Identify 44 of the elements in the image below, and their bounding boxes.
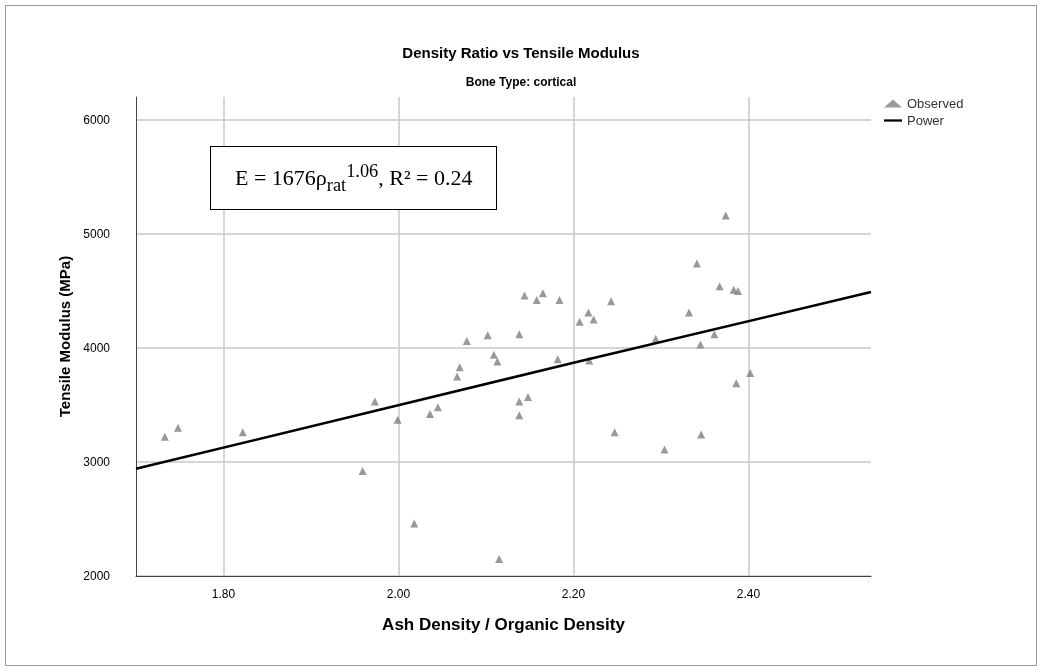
point [584,308,593,317]
y-tick-label: 2000 [83,569,111,583]
point [493,357,502,366]
chart-title: Density Ratio vs Tensile Modulus [402,44,640,61]
point [433,403,442,412]
x-tick-label: 2.40 [736,587,761,601]
point [370,397,379,406]
y-tick-label: 6000 [83,112,111,127]
point [538,289,547,298]
point [734,286,742,295]
point [575,317,584,326]
point [607,297,616,306]
point [697,430,706,439]
point [721,211,730,220]
point [746,369,755,377]
x-tick-label: 2.20 [561,587,586,601]
x-tick-label: 1.80 [211,587,236,601]
point [660,445,669,454]
point [410,519,419,528]
point [160,432,169,441]
x-tick-label: 2.00 [386,587,411,601]
point [495,554,504,563]
point [532,296,541,304]
point [174,423,182,432]
point [685,308,693,317]
point [358,467,367,476]
point [692,259,701,268]
point [555,296,564,304]
legend-label: Power [907,113,945,128]
annotation: E = 1676ρ$_{rat}$$^{1.06}$, R² = 0.24 [210,146,498,210]
y-tick-label: 4000 [83,340,111,355]
point [393,415,402,424]
point [426,410,434,419]
y-tick-label: 3000 [83,454,111,469]
point [520,291,529,300]
point [489,350,498,359]
y-tick-label: 5000 [83,226,111,241]
point [524,392,532,401]
legend-label: Observed [907,96,964,111]
chart-subtitle: Bone Type: cortical [465,75,577,89]
point [710,330,719,339]
x-axis-title: Ash Density / Organic Density [382,615,626,634]
point [515,397,524,406]
y-axis-title: Tensile Modulus (MPa) [56,255,73,418]
